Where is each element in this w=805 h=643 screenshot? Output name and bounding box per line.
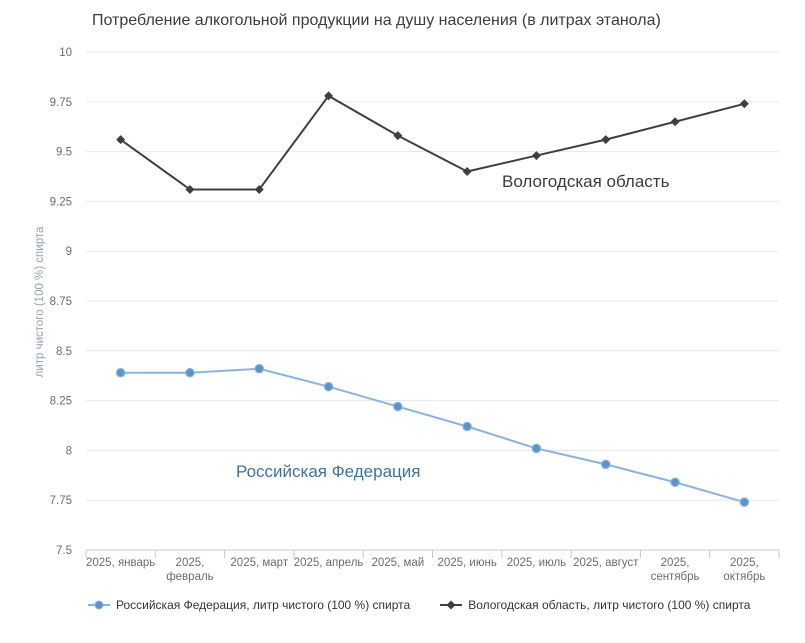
data-point-rf[interactable] — [600, 459, 611, 470]
y-tick-label: 7.75 — [50, 495, 72, 507]
y-tick-label: 8.75 — [50, 296, 72, 308]
legend-item-rf[interactable]: Российская Федерация, литр чистого (100 … — [88, 598, 410, 612]
y-tick-label: 9.5 — [56, 147, 72, 159]
data-point-rf[interactable] — [462, 421, 472, 432]
data-point-rf[interactable] — [115, 367, 126, 378]
plot-area: 10 9.75 9.5 9.25 9 8.75 8.5 8.25 8 7.75 7.5 2025, я… — [50, 47, 780, 583]
data-point-vologda[interactable] — [462, 167, 472, 177]
x-tick-label: 2025, сентябрь — [651, 557, 700, 583]
legend-marker-circle-icon — [88, 600, 110, 610]
legend-label-vologda: Вологодская область, литр чистого (100 %… — [468, 598, 751, 612]
y-tick-label: 7.5 — [56, 545, 72, 557]
data-point-vologda[interactable] — [531, 151, 541, 161]
series-line-rf — [120, 367, 745, 504]
y-tick-label: 9.25 — [50, 196, 72, 208]
x-tick-label: 2025, февраль — [166, 557, 213, 583]
y-tick-label: 8.5 — [56, 346, 72, 358]
legend-label-rf: Российская Федерация, литр чистого (100 … — [116, 598, 411, 612]
y-tick-label: 9.75 — [50, 97, 72, 109]
data-point-vologda[interactable] — [601, 135, 611, 145]
y-tick-label: 9 — [66, 246, 72, 258]
chart-title: Потребление алкогольной продукции на душ… — [92, 12, 661, 29]
y-tick-label: 8.25 — [50, 396, 72, 408]
x-tick-label: 2025, август — [573, 557, 639, 569]
y-tick-label: 8 — [66, 445, 72, 457]
data-point-vologda[interactable] — [324, 91, 334, 101]
series-label-vologda: Вологодская область — [502, 172, 670, 191]
data-point-vologda[interactable] — [254, 184, 264, 194]
legend-item-vologda[interactable]: Вологодская область, литр чистого (100 %… — [440, 598, 750, 612]
legend: Российская Федерация, литр чистого (100 … — [88, 598, 750, 612]
series-label-rf: Российская Федерация — [236, 462, 421, 481]
data-point-vologda[interactable] — [116, 135, 126, 145]
y-tick-label: 10 — [59, 47, 72, 59]
x-tick-label: 2025, май — [371, 557, 424, 569]
data-point-vologda[interactable] — [185, 184, 195, 194]
x-tick-label: 2025, апрель — [294, 557, 364, 569]
data-point-vologda[interactable] — [393, 131, 403, 141]
series-line-vologda — [120, 94, 745, 191]
data-point-rf[interactable] — [254, 363, 265, 374]
data-point-rf[interactable] — [323, 381, 334, 392]
data-point-rf[interactable] — [393, 401, 403, 412]
x-tick-label: 2025, март — [230, 557, 288, 569]
data-point-rf[interactable] — [531, 443, 542, 454]
data-point-rf[interactable] — [739, 497, 750, 507]
data-point-vologda[interactable] — [739, 99, 749, 109]
legend-marker-diamond-icon — [440, 600, 463, 610]
data-point-vologda[interactable] — [670, 117, 680, 127]
x-tick-label: 2025, июнь — [437, 557, 496, 569]
x-tick-label: 2025, январь — [86, 557, 155, 569]
x-tick-label: 2025, октябрь — [723, 557, 765, 583]
data-point-rf[interactable] — [670, 477, 680, 488]
data-point-rf[interactable] — [185, 367, 195, 378]
x-tick-label: 2025, июль — [507, 557, 566, 569]
